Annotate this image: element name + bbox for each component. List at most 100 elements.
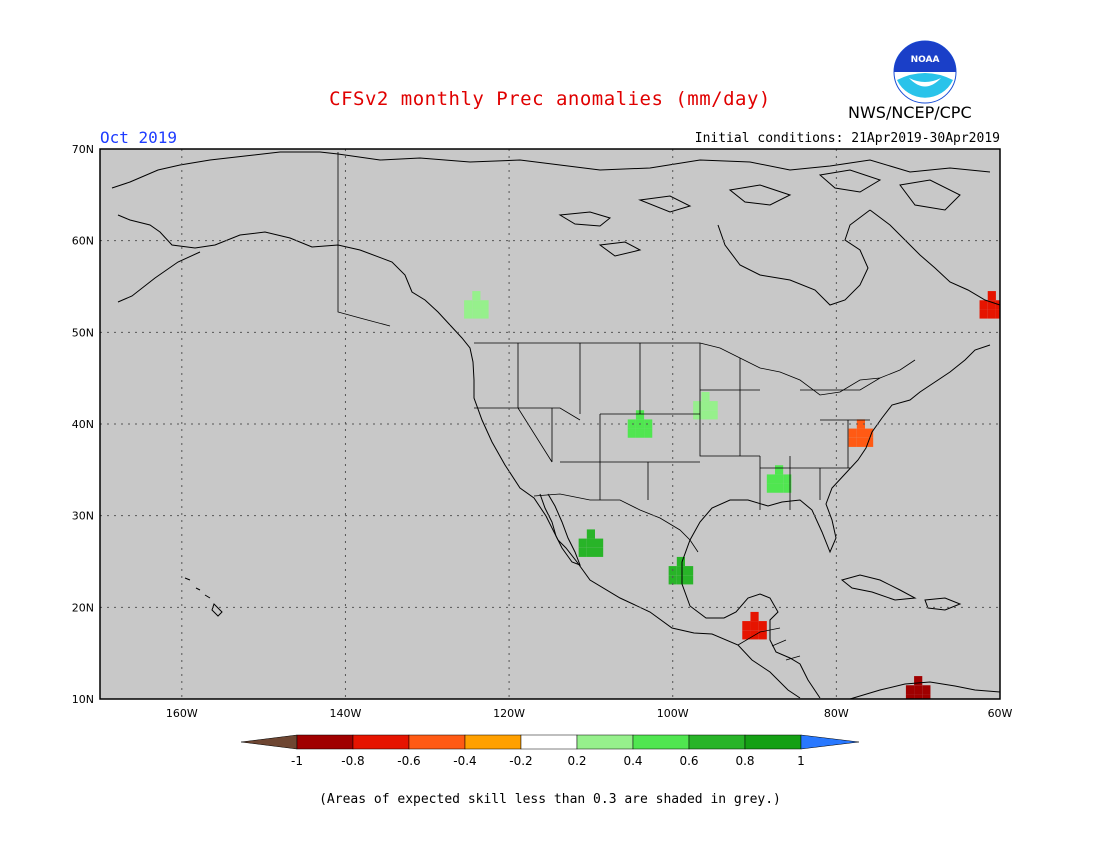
anomaly-cell (979, 309, 988, 319)
anomaly-cell (905, 685, 915, 695)
anomaly-cell (742, 630, 751, 640)
coastlines (111, 151, 1000, 699)
skill-note: (Areas of expected skill less than 0.3 a… (319, 792, 781, 807)
anomaly-cell (676, 575, 685, 585)
anomaly-cell (922, 694, 931, 699)
political-borders (337, 152, 916, 661)
anomaly-cell (914, 694, 923, 699)
anomaly-cell (914, 685, 923, 695)
anomaly-cell (783, 474, 792, 484)
coastline-alaska (117, 214, 451, 326)
lon-label: 100W (657, 707, 689, 720)
border-central-america (737, 627, 801, 661)
latitude-labels: 70N 60N 50N 40N 30N 20N 10N (72, 143, 94, 706)
lat-label: 40N (72, 418, 94, 431)
anomaly-cell (758, 621, 767, 631)
anomaly-cell (848, 428, 857, 438)
anomaly-cell (775, 483, 784, 493)
border-us-mexico (533, 493, 699, 553)
colorbar: -1 -0.8 -0.6 -0.4 -0.2 0.2 0.4 0.6 0.8 1 (240, 734, 860, 768)
anomaly-cell (685, 575, 694, 585)
lon-label: 60W (988, 707, 1013, 720)
colorbar-label: 0.6 (679, 754, 698, 768)
anomaly-cell (644, 428, 653, 438)
anomaly-cell (709, 410, 718, 420)
colorbar-segment (688, 734, 746, 750)
coastline-alaska-north (111, 151, 339, 189)
anomaly-cell (914, 676, 923, 686)
colorbar-label: -0.4 (453, 754, 476, 768)
lat-label: 70N (72, 143, 94, 156)
colorbar-segment (520, 734, 578, 750)
coastline-labrador (869, 209, 1000, 306)
anomaly-cell (750, 621, 759, 631)
longitude-labels: 160W 140W 120W 100W 80W 60W (166, 707, 1013, 720)
lon-label: 80W (824, 707, 849, 720)
anomaly-cell (472, 291, 481, 301)
lat-label: 10N (72, 693, 94, 706)
anomaly-cell (856, 437, 865, 447)
colorbar-arrow-min (240, 734, 298, 750)
coastline-hispaniola (924, 597, 962, 611)
anomaly-cell (586, 529, 595, 539)
anomaly-cell (644, 419, 653, 429)
anomaly-cell (758, 630, 767, 640)
anomaly-cell (627, 419, 636, 429)
anomaly-cell (635, 410, 645, 420)
anomaly-cell (464, 309, 473, 319)
anomaly-cell (709, 401, 718, 411)
coastline-west (449, 324, 801, 699)
colorbar-label: -0.2 (509, 754, 532, 768)
colorbar-segment (744, 734, 802, 750)
chart-title: CFSv2 monthly Prec anomalies (mm/day) (329, 88, 771, 110)
anomaly-cell (472, 309, 481, 319)
colorbar-segment (464, 734, 522, 750)
anomaly-cell (865, 428, 874, 438)
anomaly-cell (685, 566, 694, 576)
initial-conditions: Initial conditions: 21Apr2019-30Apr2019 (694, 131, 1000, 146)
coastline-arctic-islands (558, 169, 961, 257)
anomaly-cell (693, 401, 702, 411)
coastline-arctic (337, 153, 991, 173)
anomaly-cell (766, 483, 775, 493)
lat-label: 30N (72, 510, 94, 523)
grid-lines (100, 149, 1000, 699)
anomaly-cell (480, 300, 489, 310)
anomaly-cell (783, 483, 792, 493)
anomaly-cell (635, 428, 645, 438)
anomaly-cell (578, 538, 587, 548)
anomaly-cell (472, 300, 481, 310)
anomaly-cell (676, 556, 685, 567)
anomaly-cell (856, 428, 865, 438)
state-lines (474, 343, 881, 510)
coastline-gulf (681, 344, 991, 699)
anomaly-cell (750, 611, 759, 622)
anomaly-cell (668, 575, 677, 585)
border-alaska-canada (337, 152, 391, 327)
colorbar-label: 0.4 (623, 754, 642, 768)
anomaly-cell (865, 437, 874, 447)
anomaly-cell (586, 538, 595, 548)
map-frame (99, 148, 1001, 700)
colorbar-label: -0.8 (341, 754, 364, 768)
colorbar-label: 0.8 (735, 754, 754, 768)
colorbar-label: 0.2 (567, 754, 586, 768)
anomaly-cell (979, 300, 988, 310)
anomaly-cell (742, 621, 751, 631)
coastline-aleutian (117, 251, 201, 303)
coastline-hudson-bay (717, 209, 871, 306)
anomaly-cell (856, 419, 865, 429)
anomaly-cell (905, 694, 915, 699)
anomaly-cell (480, 309, 489, 319)
anomaly-cell (578, 547, 587, 557)
colorbar-segment (352, 734, 410, 750)
anomaly-cell (693, 410, 702, 420)
anomaly-cell (848, 437, 857, 447)
coastline-hawaii (184, 577, 223, 617)
anomaly-cell (766, 474, 775, 484)
anomaly-cell (987, 291, 996, 301)
colorbar-segment (632, 734, 690, 750)
colorbar-arrow-max (800, 734, 860, 750)
anomaly-cell (595, 547, 604, 557)
noaa-logo: NOAA (893, 40, 957, 104)
